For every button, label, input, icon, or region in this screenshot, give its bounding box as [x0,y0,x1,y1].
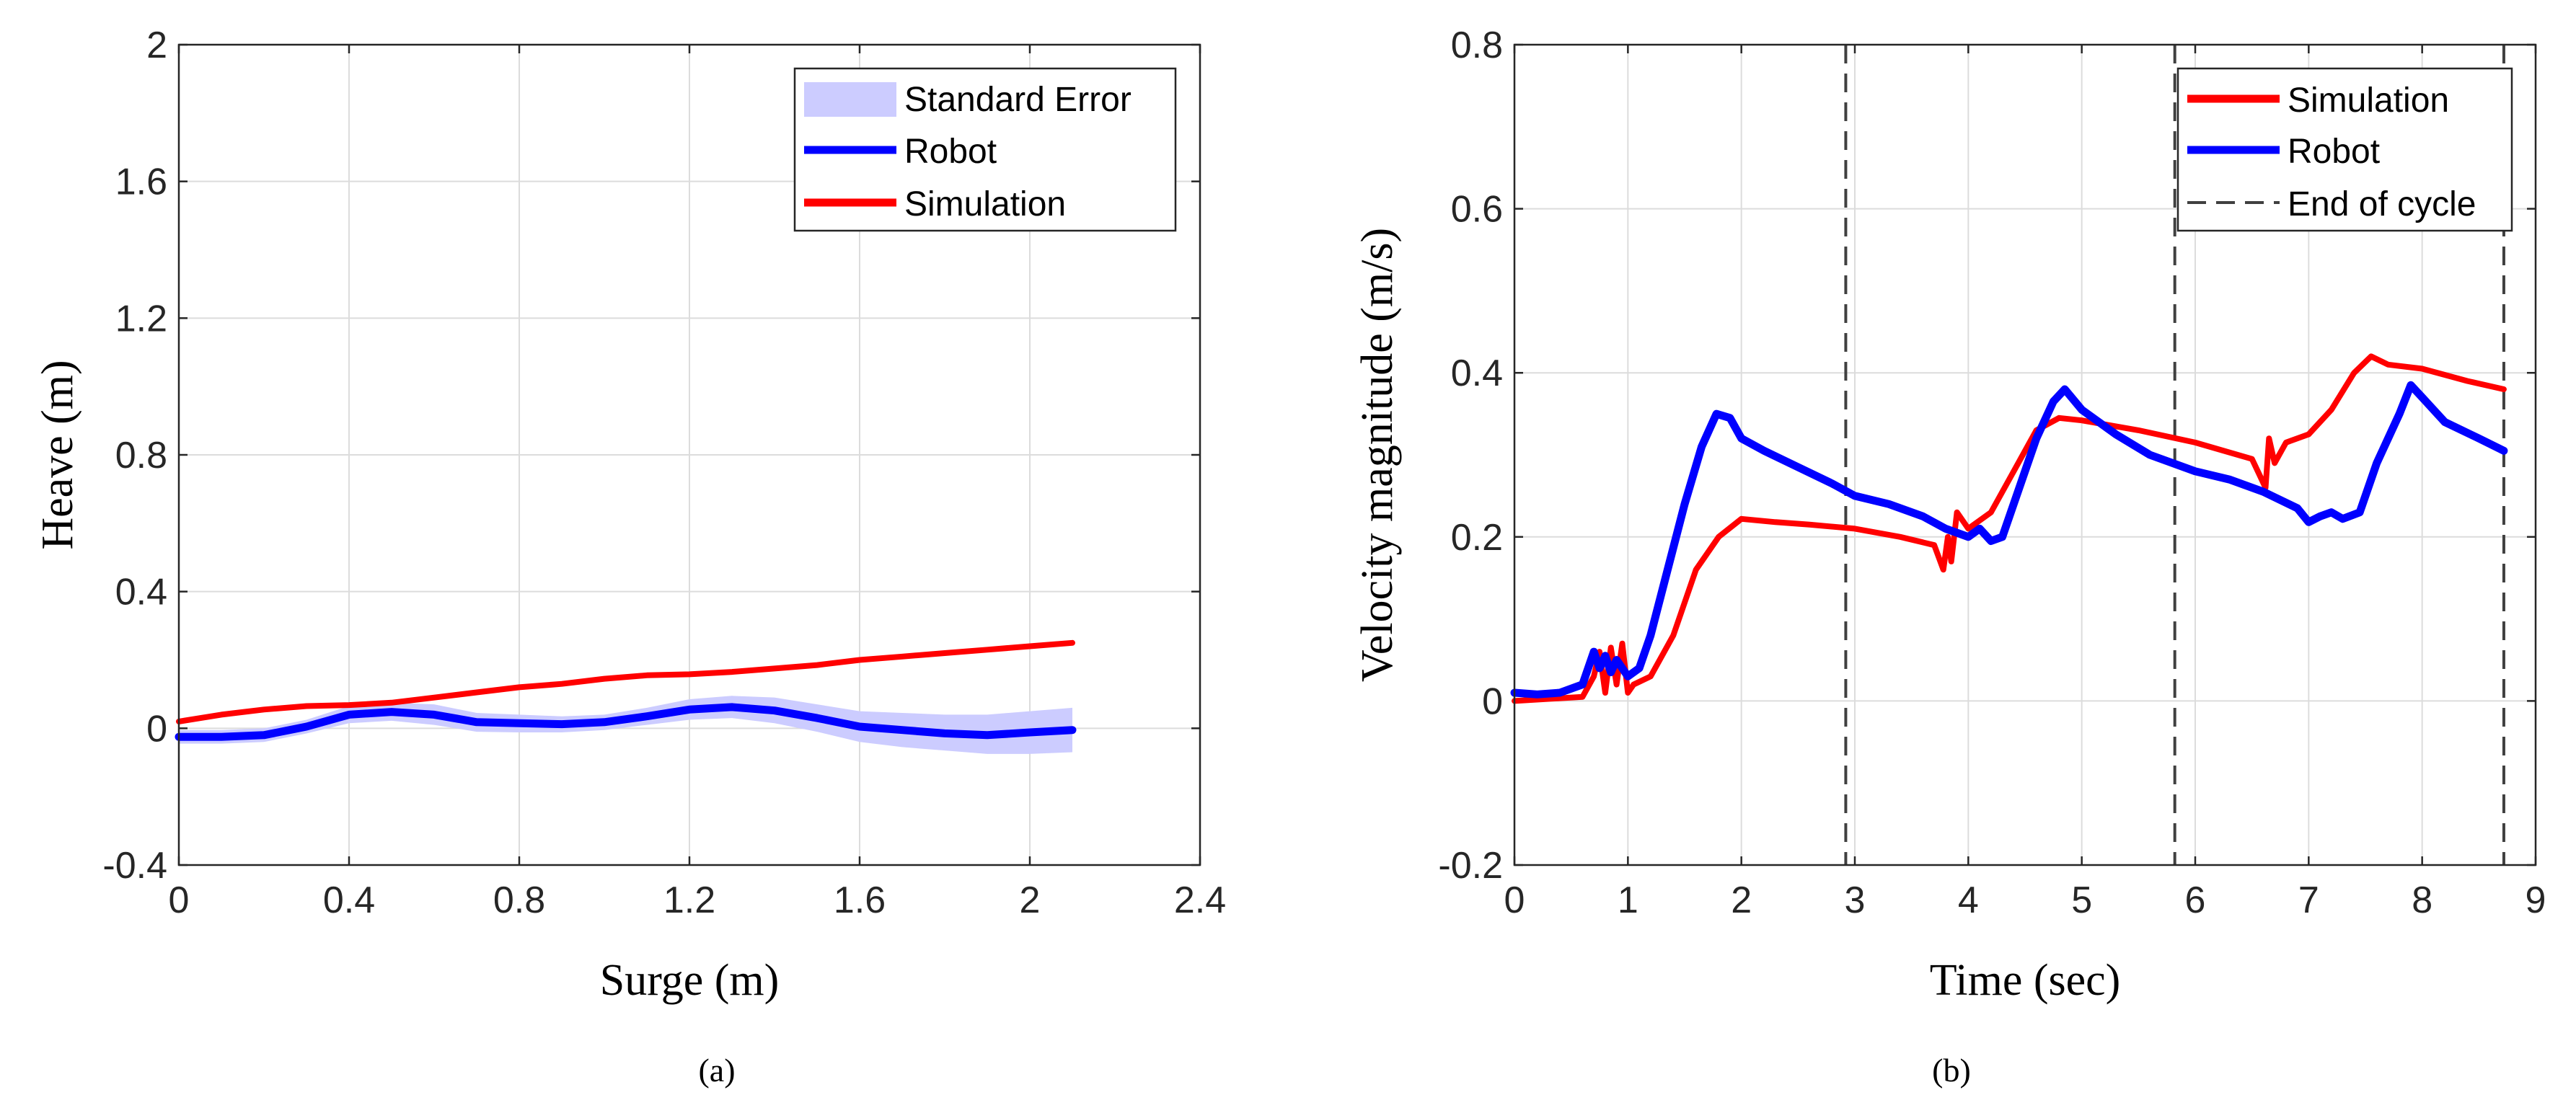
panel-a-x-tick-label: 0.8 [493,879,545,921]
panel-b-series-simulation [1512,353,2507,704]
panel-b-axes-frame [1513,43,2537,866]
panel-b-y-tick-labels: -0.2 0 0.2 0.4 0.6 0.8 [1438,25,1503,887]
panel-b-x-axis-label: Time (sec) [1930,956,2121,1005]
panel-a-y-tick-label: 1.2 [115,298,167,340]
panel-b-legend-label-end-of-cycle: End of cycle [2288,185,2476,223]
panel-b-legend: Simulation Robot End of cycle [2176,67,2513,232]
panel-a-x-tick-label: 2.4 [1174,879,1226,921]
panel-a-x-tick-label: 1.6 [834,879,886,921]
panel-a-legend-label-robot: Robot [904,133,997,171]
panel-b-series-robot [1510,381,2508,699]
panel-b-y-tick-label: 0.8 [1451,25,1503,66]
panel-b-x-tick-label: 6 [2185,879,2206,921]
panel-b-end-of-cycle-lines [1844,45,2505,865]
panel-b-x-tick-label: 1 [1618,879,1638,921]
panel-a-y-tick-label: 0.4 [115,572,167,613]
panel-a-x-tick-labels: 0 0.4 0.8 1.2 1.6 2 2.4 [169,879,1227,921]
panel-a-y-tick-labels: -0.4 0 0.4 0.8 1.2 1.6 2 [102,25,167,887]
panel-b-y-tick-label: 0.6 [1451,189,1503,231]
panel-a-x-tick-label: 2 [1020,879,1041,921]
panel-b-x-tick-labels: 0 1 2 3 4 5 6 7 8 9 [1504,879,2546,921]
panel-a-legend-label-standard-error: Standard Error [904,81,1132,119]
panel-a-legend: Standard Error Robot Simulation [793,67,1177,232]
panel-b-y-axis-label: Velocity magnitude (m/s) [1353,228,1402,682]
panel-b-series-group [1510,353,2508,704]
panel-a-series-robot [175,703,1077,741]
panel-b-legend-label-robot: Robot [2288,133,2380,171]
panel-a-x-axis-label: Surge (m) [600,956,780,1005]
panel-a-series-simulation [176,639,1075,724]
panel-a: 0 0.4 0.8 1.2 1.6 2 2.4 -0.400.40.81.21.62 Sur… [33,25,1226,1088]
panel-a-y-axis-label: Heave (m) [33,360,82,549]
panel-b-x-tick-label: 3 [1845,879,1866,921]
panel-b-x-tick-label: 5 [2071,879,2092,921]
panel-b-caption: (b) [1932,1052,1971,1088]
panel-b-x-tick-label: 0 [1504,879,1525,921]
panel-a-legend-swatch-standard-error [804,82,896,117]
panel-a-y-tick-label: 2 [146,25,167,66]
panel-b-x-tick-label: 2 [1731,879,1752,921]
panel-b-y-tick-label: 0.2 [1451,517,1503,559]
panel-a-axes-frame [177,43,1201,866]
panel-b-x-tick-label: 9 [2526,879,2546,921]
panel-a-y-tick-label: 0 [146,708,167,750]
panel-b-y-tick-label: 0 [1482,680,1503,722]
panel-a-x-tick-label: 1.2 [663,879,715,921]
panel-a-x-tick-label: 0.4 [323,879,375,921]
panel-b-x-tick-label: 7 [2298,879,2319,921]
panel-b-y-tick-label: 0.4 [1451,352,1503,394]
panel-a-y-tick-label: -0.4 [102,845,167,887]
panel-a-y-tick-label: 0.8 [115,435,167,476]
panel-a-x-tick-label: 0 [169,879,190,921]
panel-b-x-tick-label: 8 [2412,879,2432,921]
panel-a-series-group [175,639,1077,741]
panel-a-legend-label-simulation: Simulation [904,185,1066,223]
panel-b-legend-label-simulation: Simulation [2288,81,2449,120]
panel-b-x-tick-label: 4 [1958,879,1979,921]
panel-a-caption: (a) [698,1052,735,1088]
panel-b-y-tick-label: -0.2 [1438,845,1503,887]
panel-a-y-tick-label: 1.6 [115,161,167,203]
